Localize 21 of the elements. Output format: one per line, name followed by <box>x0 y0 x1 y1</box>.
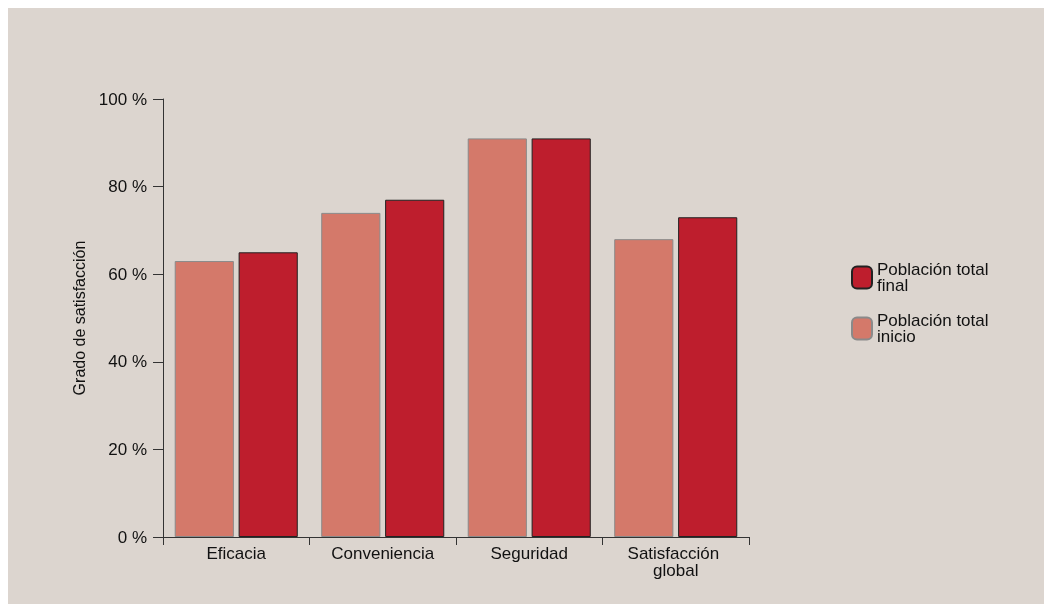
x-tick-label: Seguridad <box>490 544 569 563</box>
bar <box>174 261 234 537</box>
y-tick-label: 100 % <box>98 89 147 109</box>
y-tick-label: 40 % <box>108 352 147 372</box>
bar <box>467 138 527 537</box>
bar <box>238 252 298 537</box>
y-tick-label: 80 % <box>108 177 147 197</box>
y-tick-label: 60 % <box>108 264 147 284</box>
x-tick-label: Satisfacción global <box>627 544 724 580</box>
bar <box>531 138 591 537</box>
x-tick-label: Conveniencia <box>331 544 435 563</box>
bar <box>614 239 674 537</box>
bar <box>385 199 445 537</box>
y-tick-label: 0 % <box>117 527 147 547</box>
bar <box>321 212 381 537</box>
x-tick-label: Eficacia <box>206 544 267 563</box>
legend-label: Población total inicio <box>877 311 994 346</box>
legend-label: Población total final <box>877 260 994 295</box>
y-axis-title: Grado de satisfacción <box>71 240 89 396</box>
bar <box>678 217 738 537</box>
y-tick-label: 20 % <box>108 439 147 459</box>
